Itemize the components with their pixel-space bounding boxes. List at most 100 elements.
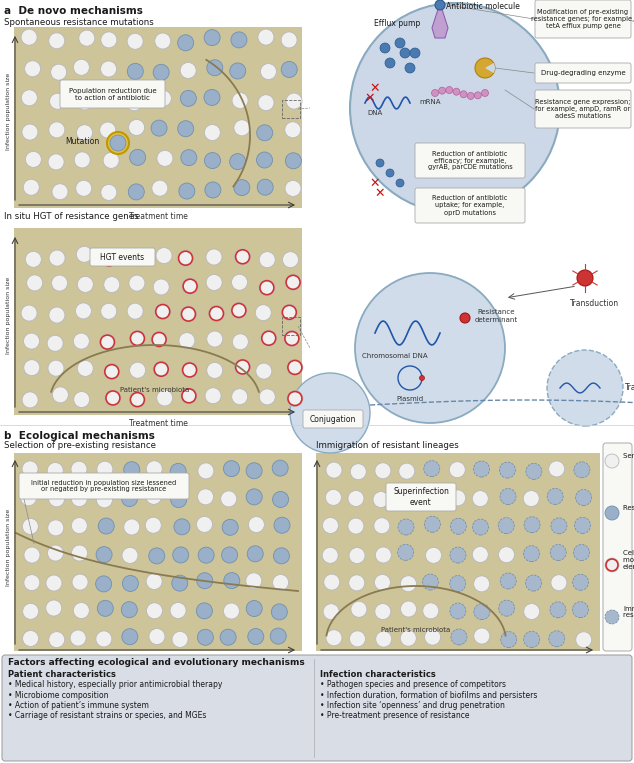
Circle shape: [351, 601, 367, 617]
Text: Reduction of antibiotic
efficacy; for example,
gyrAB, parCDE mutations: Reduction of antibiotic efficacy; for ex…: [427, 150, 512, 170]
Circle shape: [49, 307, 65, 323]
Circle shape: [46, 575, 62, 591]
Circle shape: [323, 517, 339, 533]
Circle shape: [272, 460, 288, 476]
Circle shape: [49, 33, 65, 49]
Circle shape: [231, 388, 248, 404]
Text: Patient's microbiota: Patient's microbiota: [382, 627, 451, 633]
Circle shape: [348, 518, 364, 534]
Circle shape: [526, 463, 542, 479]
Text: Treatment time: Treatment time: [129, 419, 188, 428]
Text: ✕: ✕: [370, 82, 380, 95]
Circle shape: [127, 303, 143, 319]
Circle shape: [256, 304, 271, 320]
Circle shape: [126, 95, 142, 111]
Circle shape: [178, 250, 193, 266]
Circle shape: [283, 252, 299, 268]
Circle shape: [172, 575, 188, 591]
Text: • Microbiome composition: • Microbiome composition: [8, 691, 108, 700]
Circle shape: [153, 361, 169, 377]
Circle shape: [99, 89, 115, 105]
Circle shape: [23, 630, 39, 646]
Circle shape: [550, 545, 566, 561]
Text: Treatment time: Treatment time: [129, 657, 188, 666]
Circle shape: [155, 33, 171, 49]
Circle shape: [51, 64, 67, 80]
Circle shape: [524, 632, 540, 647]
Circle shape: [422, 491, 438, 507]
Circle shape: [103, 153, 119, 169]
Circle shape: [460, 91, 467, 98]
Circle shape: [152, 180, 168, 196]
Circle shape: [101, 61, 117, 77]
Circle shape: [551, 575, 567, 591]
Circle shape: [100, 122, 116, 138]
Circle shape: [104, 277, 120, 293]
Text: Initial reduction in population size lessened
or negated by pre-existing resista: Initial reduction in population size les…: [31, 479, 177, 492]
Circle shape: [500, 573, 516, 589]
Circle shape: [77, 124, 93, 140]
Text: Patient characteristics: Patient characteristics: [8, 670, 116, 679]
Circle shape: [122, 491, 138, 507]
Circle shape: [547, 488, 563, 504]
Circle shape: [577, 270, 593, 286]
Circle shape: [322, 547, 338, 563]
Text: Population reduction due
to action of antibiotic: Population reduction due to action of an…: [68, 88, 157, 101]
Circle shape: [373, 491, 389, 507]
Circle shape: [573, 575, 588, 591]
Circle shape: [323, 604, 339, 620]
Text: Infection population size: Infection population size: [6, 508, 11, 586]
Text: Transformation: Transformation: [625, 384, 634, 392]
Circle shape: [230, 153, 245, 169]
Bar: [316, 453, 600, 651]
Circle shape: [129, 391, 145, 407]
Circle shape: [129, 120, 145, 136]
Circle shape: [47, 462, 63, 478]
Circle shape: [21, 29, 37, 45]
Circle shape: [399, 463, 415, 479]
Text: Infection population size: Infection population size: [6, 277, 11, 354]
Circle shape: [122, 575, 138, 591]
Circle shape: [450, 575, 466, 591]
Text: In situ HGT of resistance genes: In situ HGT of resistance genes: [4, 212, 139, 221]
Text: • Pre-treatment presence of resistance: • Pre-treatment presence of resistance: [320, 712, 470, 720]
Text: Antibiotic molecule: Antibiotic molecule: [446, 2, 520, 11]
Circle shape: [49, 250, 65, 266]
Circle shape: [76, 246, 93, 262]
Circle shape: [122, 547, 138, 563]
Circle shape: [548, 461, 565, 477]
Circle shape: [157, 390, 172, 406]
Circle shape: [257, 179, 273, 195]
Circle shape: [77, 94, 93, 110]
Circle shape: [258, 29, 274, 45]
Circle shape: [49, 491, 65, 507]
Circle shape: [151, 120, 167, 136]
Circle shape: [398, 544, 414, 560]
Circle shape: [400, 48, 410, 58]
Circle shape: [48, 520, 64, 536]
Circle shape: [450, 462, 465, 478]
FancyBboxPatch shape: [535, 0, 631, 38]
Circle shape: [259, 252, 275, 268]
Circle shape: [49, 632, 65, 648]
Circle shape: [180, 63, 196, 79]
Circle shape: [474, 92, 481, 99]
Circle shape: [70, 630, 86, 646]
Circle shape: [257, 152, 273, 168]
Circle shape: [573, 602, 588, 617]
Circle shape: [375, 604, 391, 620]
Circle shape: [96, 546, 112, 562]
Circle shape: [51, 275, 68, 291]
Text: Chromosomal DNA: Chromosomal DNA: [362, 353, 428, 359]
Bar: [282, 317, 300, 335]
Circle shape: [287, 359, 303, 375]
Circle shape: [46, 600, 61, 616]
Text: HGT events: HGT events: [100, 253, 145, 262]
Circle shape: [524, 517, 540, 533]
Circle shape: [481, 89, 489, 96]
Text: Plasmid: Plasmid: [396, 396, 424, 402]
Circle shape: [400, 630, 417, 646]
Circle shape: [472, 546, 488, 562]
Text: Drug-degrading enzyme: Drug-degrading enzyme: [541, 70, 625, 76]
Circle shape: [285, 275, 301, 290]
